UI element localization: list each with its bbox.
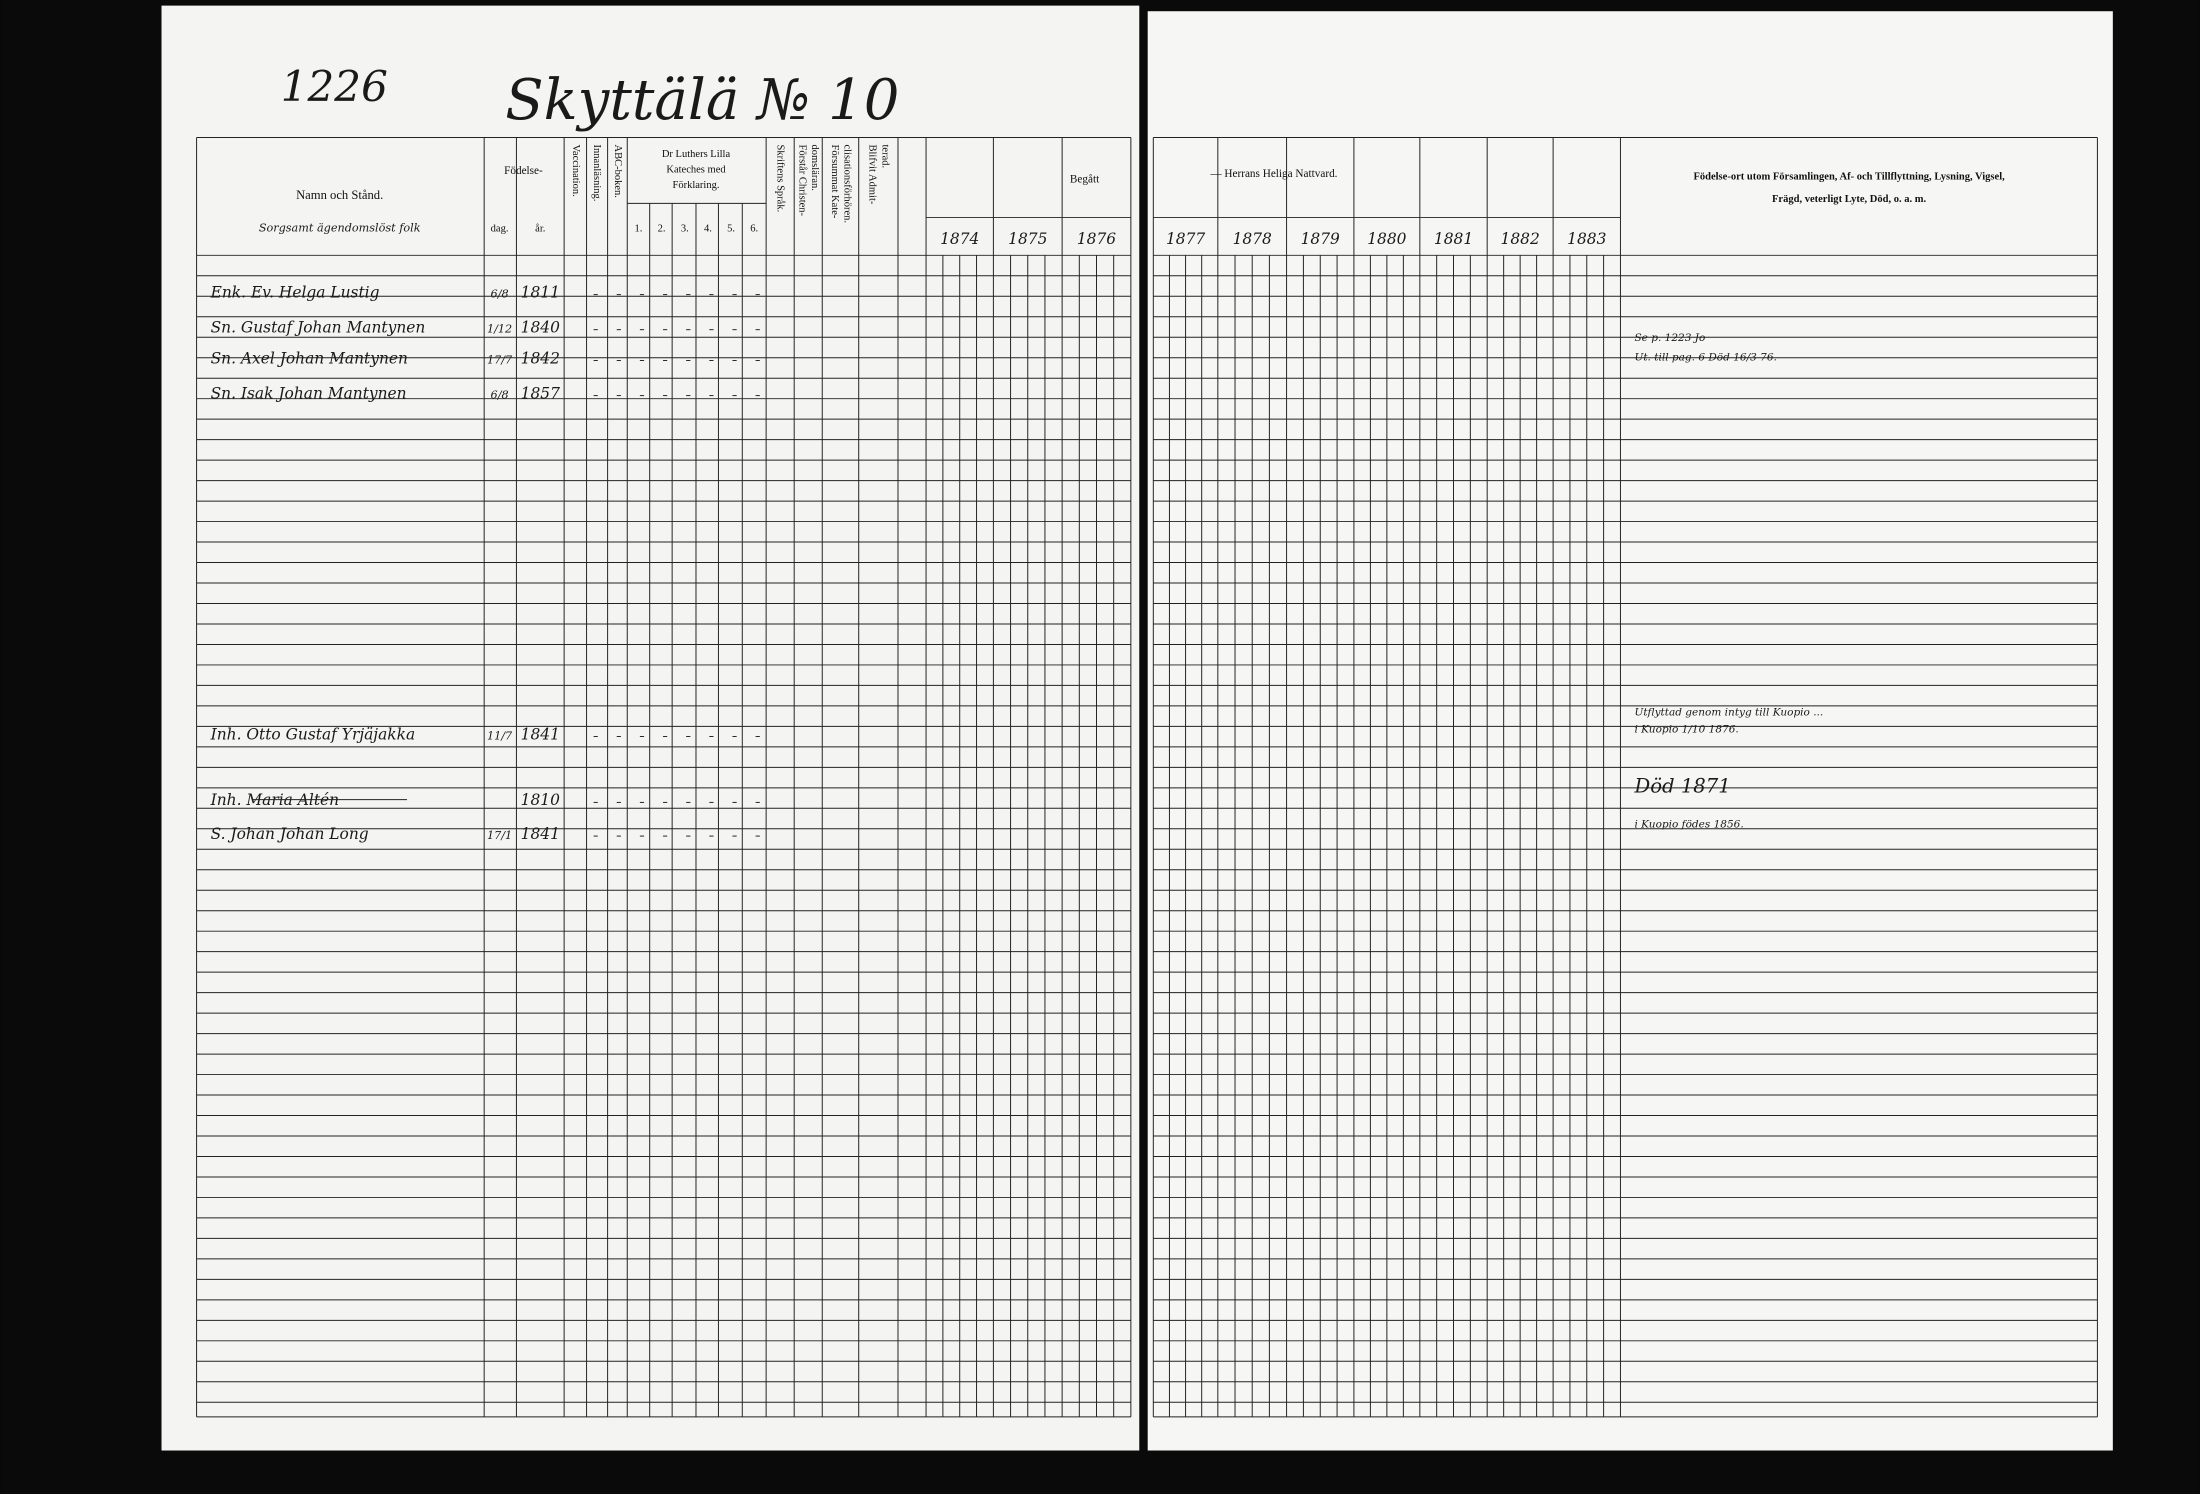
column-header: dag. [491, 223, 509, 234]
remark: Ut. till pag. 6 Död 16/3 76. [1634, 352, 1776, 364]
column-header: Vaccination. [570, 144, 581, 196]
column-header: domsläran. [809, 144, 820, 190]
column-header: 3. [681, 223, 689, 234]
entry-name: Inh. Otto Gustaf Yrjäjakka [210, 725, 416, 743]
entry-name: Enk. Ev. Helga Lustig [210, 283, 380, 301]
entry-year: 1841 [521, 725, 560, 743]
year-header: 1880 [1367, 230, 1406, 248]
page-number: 1226 [281, 62, 388, 111]
column-header: Begått [1070, 173, 1100, 185]
column-header: år. [535, 223, 545, 234]
column-header: Skriftens Språk. [775, 144, 786, 212]
entry-name: S. Johan Johan Long [211, 825, 369, 843]
year-header: 1878 [1233, 230, 1272, 248]
entry-name: Inh. Maria Altén [210, 791, 339, 809]
column-header: Förstår Christen- [796, 144, 807, 216]
column-header: Blifvit Admit- [867, 144, 878, 204]
year-header: 1879 [1301, 230, 1340, 248]
year-header: 1876 [1077, 230, 1116, 248]
column-header: 5. [727, 223, 735, 234]
year-header: 1882 [1501, 230, 1540, 248]
column-header: 6. [750, 223, 758, 234]
remark: i Kuopio 1/10 1876. [1634, 723, 1738, 735]
column-header: terad. [879, 144, 890, 168]
year-header: 1877 [1166, 230, 1205, 248]
column-header: clisationsförhören. [841, 144, 852, 223]
year-header: 1875 [1008, 230, 1047, 248]
remark: Död 1871 [1633, 775, 1730, 798]
column-header: Namn och Stånd. [296, 188, 383, 202]
year-header: 1883 [1567, 230, 1606, 248]
entry-year: 1842 [521, 349, 560, 367]
entry-day: 11/7 [487, 729, 513, 742]
entry-year: 1857 [521, 384, 560, 402]
column-header: 4. [704, 223, 712, 234]
page-title: Skyttälä № 10 [505, 68, 899, 133]
entry-name: Sn. Gustaf Johan Mantynen [211, 318, 426, 336]
entry-year: 1841 [521, 825, 560, 843]
entry-name: Sn. Isak Johan Mantynen [211, 384, 407, 402]
column-header: 1. [635, 223, 643, 234]
entry-name: Sn. Axel Johan Mantynen [211, 349, 408, 367]
column-header: Kateches med [666, 165, 726, 176]
column-header: Dr Luthers Lilla [662, 149, 731, 160]
entry-year: 1811 [521, 283, 560, 301]
entry-day: 17/7 [487, 353, 513, 366]
column-header: Försummat Kate- [829, 144, 840, 218]
column-header: — Herrans Heliga Nattvard. [1209, 168, 1337, 180]
column-header: Födelse- [504, 165, 543, 177]
remark: Se p. 1223 Jo [1634, 332, 1705, 344]
entry-year: 1810 [521, 791, 560, 809]
entry-day: 1/12 [487, 322, 512, 335]
entry-day: 6/8 [491, 388, 509, 401]
year-header: 1874 [940, 230, 979, 248]
right-page [1147, 11, 2113, 1451]
column-header: Förklaring. [672, 180, 719, 191]
column-header: Frägd, veterligt Lyte, Död, o. a. m. [1772, 194, 1927, 205]
column-header: Innanläsning. [591, 144, 602, 201]
entry-day: 17/1 [487, 829, 512, 842]
year-header: 1881 [1434, 230, 1473, 248]
column-header: 2. [658, 223, 666, 234]
column-note: Sorgsamt ägendomslöst folk [259, 221, 421, 234]
column-header: Födelse-ort utom Församlingen, Af- och T… [1693, 172, 2005, 183]
remark: i Kuopio födes 1856. [1634, 819, 1743, 831]
remark: Utflyttad genom intyg till Kuopio ... [1634, 706, 1823, 718]
entry-day: 6/8 [491, 287, 509, 300]
entry-year: 1840 [521, 318, 560, 336]
column-header: ABC-boken. [612, 144, 623, 197]
